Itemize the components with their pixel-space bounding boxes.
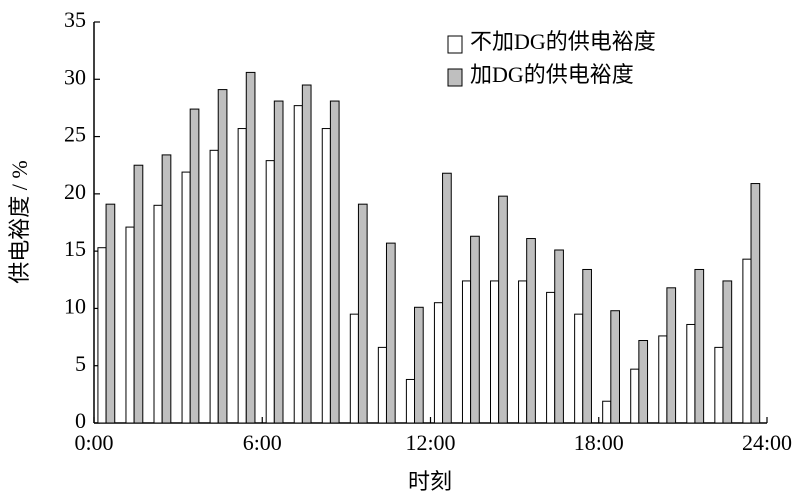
bar: [245, 71, 256, 424]
bar: [329, 100, 340, 424]
bar: [742, 258, 752, 424]
bar: [273, 100, 284, 424]
bar: [461, 280, 472, 424]
bar: [377, 346, 387, 424]
bar: [610, 310, 621, 424]
bar: [265, 160, 275, 424]
bar: [498, 195, 508, 424]
y-tick-label: 15: [64, 236, 86, 261]
y-tick-label: 20: [64, 179, 86, 204]
x-axis-label: 时刻: [408, 469, 452, 494]
y-tick-label: 10: [64, 293, 86, 318]
bar: [181, 171, 191, 424]
bar: [630, 368, 640, 424]
bar: [237, 128, 247, 424]
bar: [97, 247, 107, 424]
bar: [666, 287, 677, 424]
bar: [574, 313, 584, 424]
bar: [433, 302, 444, 424]
y-tick-label: 5: [75, 351, 86, 376]
bar: [750, 183, 761, 424]
bar: [349, 313, 359, 424]
x-tick-label: 0:00: [74, 430, 113, 455]
bar: [161, 154, 172, 424]
bar: [554, 249, 564, 424]
bar: [414, 306, 424, 424]
bar: [293, 105, 303, 424]
x-tick-label: 12:00: [405, 430, 455, 455]
bar: [638, 340, 649, 424]
bar: [153, 204, 163, 424]
bar: [321, 128, 331, 424]
bar: [442, 172, 452, 424]
legend-swatch: [447, 35, 463, 54]
bar: [526, 238, 536, 424]
y-tick-label: 30: [64, 64, 86, 89]
bar: [582, 268, 592, 424]
x-tick-label: 6:00: [243, 430, 282, 455]
legend-swatch: [447, 68, 463, 87]
y-tick-label: 25: [64, 122, 86, 147]
y-axis-label: 供电裕度 / %: [7, 160, 32, 283]
bar: [385, 242, 396, 424]
bar: [105, 203, 116, 424]
legend-label: 不加DG的供电裕度: [470, 29, 656, 54]
bar: [658, 335, 668, 424]
bar: [301, 84, 312, 424]
legend-label: 加DG的供电裕度: [470, 62, 634, 87]
y-tick-label: 35: [64, 7, 86, 32]
bar: [357, 203, 368, 424]
bar: [133, 164, 144, 424]
bar: [518, 280, 528, 424]
bar: [125, 226, 135, 424]
bar: [714, 346, 724, 424]
bar: [217, 89, 228, 424]
bar: [209, 149, 219, 424]
x-tick-label: 18:00: [574, 430, 624, 455]
bar: [405, 378, 416, 424]
bar: [490, 280, 500, 424]
bar: [470, 235, 480, 424]
bar: [546, 291, 556, 424]
bar: [722, 280, 733, 424]
bar: [694, 268, 705, 424]
bar: [189, 108, 200, 424]
x-tick-label: 24:00: [742, 430, 792, 455]
bar: [602, 400, 612, 424]
y-tick-label: 0: [75, 408, 86, 433]
bar: [686, 323, 696, 424]
